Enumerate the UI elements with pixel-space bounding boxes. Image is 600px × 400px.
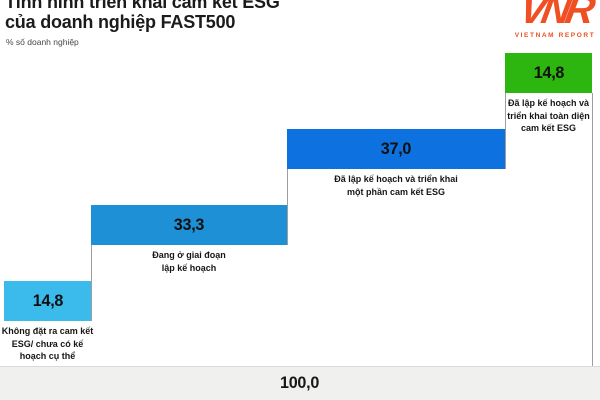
segment-value: 37,0 [380, 139, 412, 158]
segment-value: 14,8 [32, 291, 63, 310]
total-bar: 100,0 [0, 366, 600, 400]
vnr-logo: VNR VIETNAM REPORT [512, 0, 598, 39]
segment-label: Không đặt ra cam kết ESG/ chưa có kế hoạ… [1, 326, 94, 361]
connector-line [592, 93, 593, 366]
connector-line [287, 169, 288, 245]
segment-label: Đã lập kế hoạch và triển khai toàn diện … [507, 98, 590, 133]
segment-value: 33,3 [173, 215, 205, 234]
waterfall-segment: 33,3 [91, 205, 287, 245]
waterfall-segment: 14,8 [4, 281, 91, 321]
segment-label: Đang ở giai đoạn lập kế hoạch [152, 250, 226, 273]
vnr-logo-wordmark: VIETNAM REPORT [514, 32, 596, 39]
chart-title-line2: của doanh nghiệp FAST500 [5, 12, 236, 32]
chart-subtitle: % số doanh nghiệp [6, 37, 79, 47]
chart-title-line1: Tình hình triển khai cam kết ESG [5, 0, 280, 12]
total-value: 100,0 [280, 373, 320, 392]
vnr-logo-mark: VNR [516, 0, 594, 32]
waterfall-segment: 37,0 [287, 129, 505, 169]
connector-line [91, 245, 92, 321]
segment-label: Đã lập kế hoạch và triển khai một phần c… [334, 174, 458, 197]
chart-title: Tình hình triển khai cam kết ESG của doa… [5, 0, 280, 32]
connector-line [505, 93, 506, 169]
segment-value: 14,8 [533, 63, 564, 82]
waterfall-segment: 14,8 [505, 53, 592, 93]
